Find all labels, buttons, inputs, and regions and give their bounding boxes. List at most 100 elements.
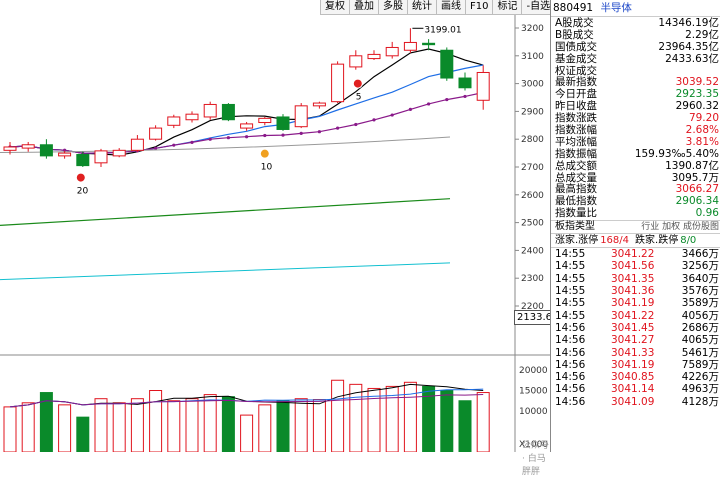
ma20-dot xyxy=(463,94,467,99)
toolbar-button[interactable]: 叠加 xyxy=(350,0,379,14)
price-tick-label: 3200 xyxy=(521,24,544,34)
tick-row: 14:56 3041.09 4128万 xyxy=(551,396,720,408)
chart-grid xyxy=(0,0,550,452)
tick-vol: 3576万 xyxy=(681,285,719,298)
toolbar-button[interactable]: 画线 xyxy=(437,0,466,14)
price-tick-label: 2400 xyxy=(521,246,544,256)
stat-row: 总成交额 1390.87亿 xyxy=(551,159,720,173)
toolbar-button[interactable]: F10 xyxy=(466,0,494,14)
price-tick-label: 2500 xyxy=(521,219,544,229)
watermark: 公众号 · 白马胖胖 xyxy=(522,441,550,477)
price-tick-label: 2700 xyxy=(521,163,544,173)
stat-row: 权证成交 xyxy=(551,64,720,78)
volume-bar xyxy=(385,385,399,452)
tick-time: 14:55 xyxy=(555,248,586,261)
stat-label: 最低指数 xyxy=(555,195,597,208)
volume-ma-line xyxy=(9,394,484,408)
ma20-dot xyxy=(190,140,194,144)
tick-price: 3041.45 xyxy=(611,321,655,334)
stat-row: 指数涨跌 79.20 xyxy=(551,112,720,125)
price-axis: 3200 3100 3000 2900 2800 2700 2600 2500 2400 2300… xyxy=(519,24,548,450)
ma20-dot xyxy=(63,148,67,152)
ma60-line xyxy=(0,136,451,154)
kline-chart-area[interactable]: 3199.01 5 10 20 3200 3100 3000 2900 2800 2700 260… xyxy=(0,0,585,477)
candle-body xyxy=(185,113,199,121)
price-tick-label: 3100 xyxy=(521,52,544,62)
stat-label: 最新指数 xyxy=(555,76,597,89)
volume-bar xyxy=(221,396,235,452)
stat-label: 权证成交 xyxy=(555,64,597,77)
volume-bar xyxy=(3,406,17,452)
stat-row: 最高指数 3066.27 xyxy=(551,184,720,196)
stat-label: 最高指数 xyxy=(555,183,597,196)
tick-time: 14:55 xyxy=(555,260,586,273)
ma120-line xyxy=(0,198,451,226)
candle-body xyxy=(203,103,217,118)
candle-body xyxy=(403,41,417,51)
tick-row: 14:56 3041.14 4963万 xyxy=(551,383,720,395)
volume-bar xyxy=(58,404,72,452)
tick-price: 3040.85 xyxy=(611,371,655,384)
stat-value: 14346.19亿 xyxy=(658,17,719,29)
ma20-dot xyxy=(354,122,358,127)
candle-body xyxy=(422,42,436,46)
volume-bar xyxy=(294,398,308,452)
tick-vol: 4963万 xyxy=(681,383,719,396)
ma20-dot xyxy=(299,131,303,135)
tick-price: 3041.36 xyxy=(611,285,655,298)
tick-list[interactable]: 14:55 3041.22 3466万 14:55 3041.56 3256万 14:55 3… xyxy=(551,248,720,408)
stat-label: B股成交 xyxy=(555,28,594,41)
stat-label: 指数量比 xyxy=(555,207,597,220)
stat-label: 平均涨幅 xyxy=(555,135,597,148)
tick-price: 3041.33 xyxy=(611,346,655,359)
kline-chart[interactable]: 3199.01 5 10 20 3200 3100 3000 2900 2800 2700 260… xyxy=(0,0,550,452)
ma20-dot xyxy=(154,146,158,150)
candle-body xyxy=(21,144,35,149)
toolbar-button[interactable]: 复权 xyxy=(321,0,350,14)
stat-label: 总成交额 xyxy=(555,159,597,172)
high-price-label: 3199.01 xyxy=(424,25,461,35)
market-breadth-row: 涨家.涨停 168/4 跌家.跌停 8/0 xyxy=(551,234,720,249)
volume-bar xyxy=(167,400,181,452)
stat-row: 指数量比 0.96 xyxy=(551,207,720,220)
index-name[interactable]: 半导体 xyxy=(600,2,632,14)
volume-bar xyxy=(240,414,254,452)
index-code: 880491 xyxy=(553,2,594,14)
decliners-value: 8/0 xyxy=(680,235,697,247)
candle-body xyxy=(240,123,254,129)
stat-row: 今日开盘 2923.35 xyxy=(551,88,720,101)
marker-10-label: 10 xyxy=(261,163,273,173)
candle-body xyxy=(112,149,126,157)
tick-row: 14:55 3041.22 4056万 xyxy=(551,310,720,322)
toolbar-button[interactable]: 标记 xyxy=(493,0,523,14)
tick-time: 14:56 xyxy=(555,371,586,384)
stat-value: 3066.27 xyxy=(675,183,719,196)
index-type-row: 板指类型 行业 加权 成份股图 xyxy=(551,221,720,235)
tick-row: 14:55 3041.56 3256万 xyxy=(551,260,720,272)
ma20-dot xyxy=(172,143,176,147)
volume-bar xyxy=(112,402,126,452)
tick-vol: 3589万 xyxy=(681,297,719,310)
ma20-dot xyxy=(281,133,285,137)
toolbar-button[interactable]: 多股 xyxy=(379,0,408,14)
index-type-label: 板指类型 xyxy=(555,221,595,233)
index-type-tags[interactable]: 行业 加权 成份股图 xyxy=(641,222,719,233)
stat-value: 2.29亿 xyxy=(685,28,719,41)
volume-bar xyxy=(258,404,272,452)
stat-value: 2.68% xyxy=(685,124,719,137)
candle-body xyxy=(76,153,90,167)
ma20-dot xyxy=(226,136,230,140)
stat-row: 指数振幅 159.93‰5.40% xyxy=(551,148,720,161)
stat-label: 昨日收盘 xyxy=(555,100,597,113)
stat-row: B股成交 2.29亿 xyxy=(551,28,720,42)
volume-bar xyxy=(276,400,290,452)
tick-time: 14:55 xyxy=(555,285,586,298)
candle-body xyxy=(367,53,381,60)
tick-price: 3041.27 xyxy=(611,334,655,347)
stat-value: 1390.87亿 xyxy=(665,159,719,172)
price-tick-label: 2900 xyxy=(521,107,544,117)
panel-header: 880491 半导体 xyxy=(551,0,720,17)
toolbar-button[interactable]: 统计 xyxy=(408,0,437,14)
volume-bar xyxy=(21,402,35,452)
candle-body xyxy=(167,116,181,126)
